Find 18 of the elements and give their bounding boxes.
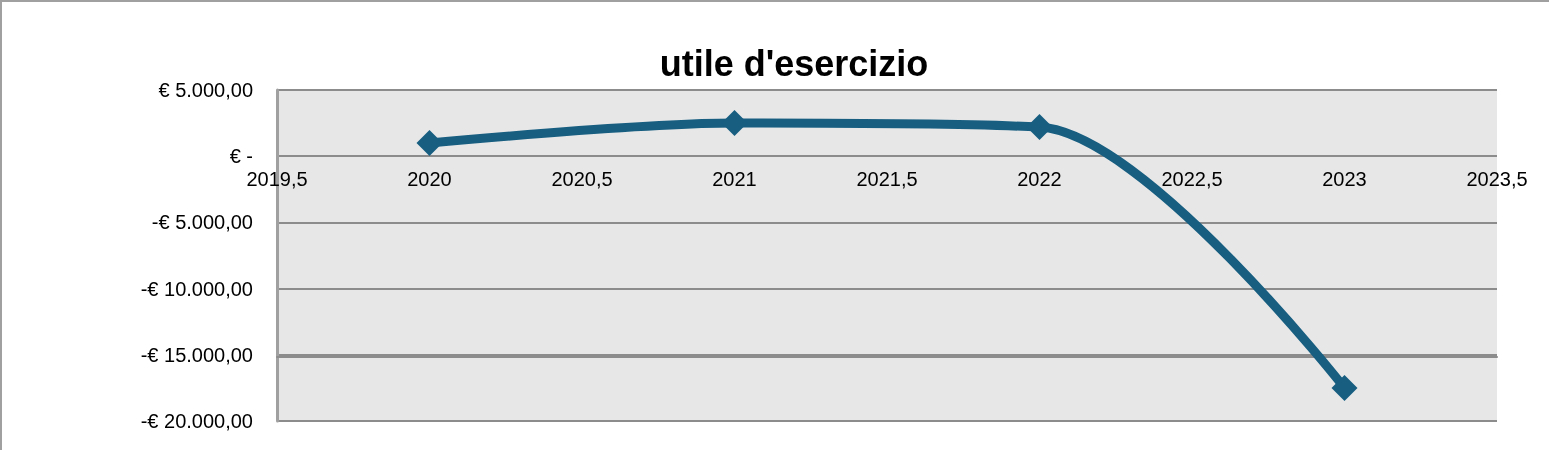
point (1331, 374, 1358, 401)
x-tick-label: 2021,5 (856, 167, 918, 190)
y-tick-label: € - (229, 145, 253, 168)
y-tick-label: -€ 5.000,00 (151, 211, 253, 234)
y-tick-label: € 5.000,00 (158, 79, 253, 101)
x-tick-label: 2019,5 (246, 167, 308, 190)
x-tick-label: 2023 (1322, 167, 1367, 190)
x-tick-label: 2022 (1017, 167, 1062, 190)
x-tick-label: 2020 (407, 167, 452, 190)
y-tick-label: -€ 15.000,00 (140, 343, 253, 366)
x-tick-label: 2021 (712, 167, 757, 190)
point (416, 129, 443, 156)
chart-title: utile d'esercizio (659, 42, 929, 84)
x-tick-label: 2023,5 (1466, 167, 1528, 190)
y-tick-label: -€ 20.000,00 (140, 410, 253, 432)
x-tick-label: 2020,5 (551, 167, 613, 190)
x-tick-label: 2022,5 (1161, 167, 1223, 190)
y-tick-label: -€ 10.000,00 (140, 277, 253, 300)
